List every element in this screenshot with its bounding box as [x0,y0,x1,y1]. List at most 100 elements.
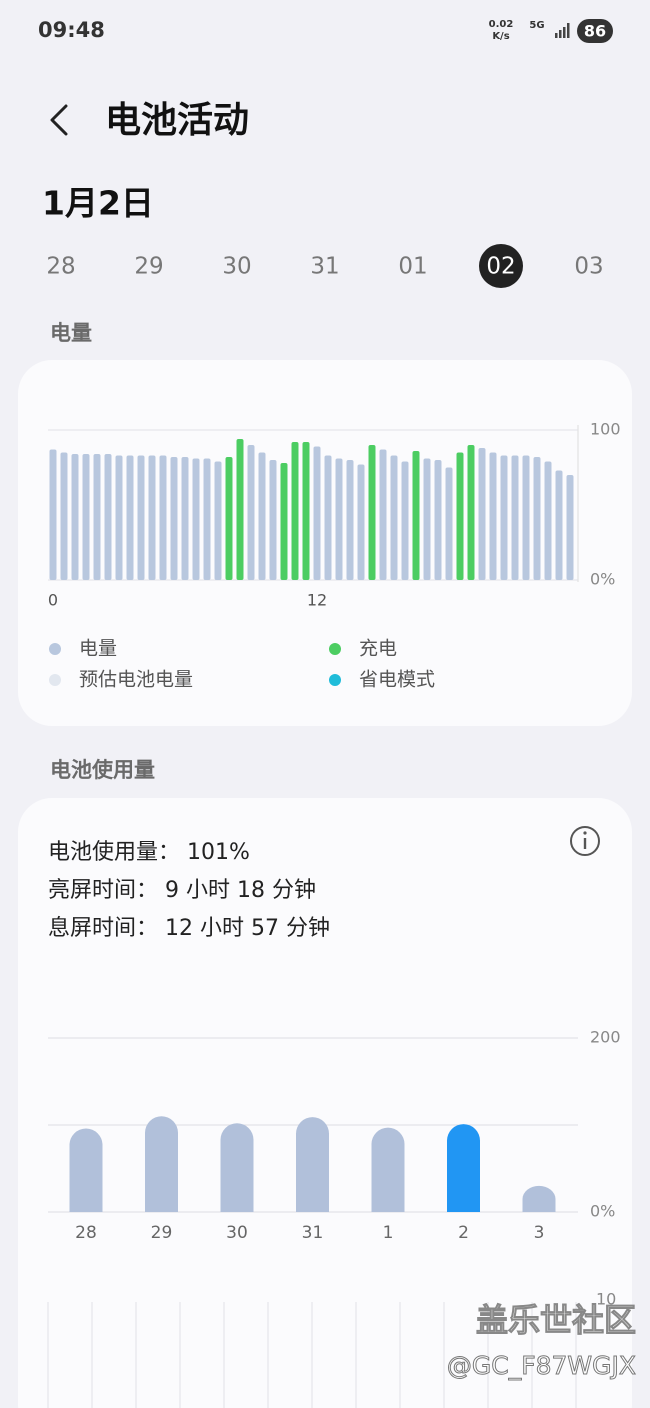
bar [145,1116,178,1212]
legend-swatch [329,643,341,655]
legend-swatch [49,674,61,686]
bar [467,445,475,580]
bar [379,449,387,580]
summary-line: 亮屏时间： 9 小时 18 分钟 [48,878,316,903]
watermark: @GC_F87WGJX [447,1351,636,1380]
info-button[interactable] [570,826,600,856]
selected-day [479,244,523,288]
bar [291,442,299,580]
bar [104,454,112,580]
section-title: 电池使用量 [50,758,155,782]
bar [522,1185,556,1212]
summary-line: 息屏时间： 12 小时 57 分钟 [48,916,330,941]
watermark: 盖乐世社区 [476,1301,636,1339]
bar [280,463,288,580]
net-unit: K/s [492,31,509,42]
bar [220,1123,254,1212]
day[interactable]: 01 [398,254,427,280]
status-time: 09:48 [38,18,105,42]
bar [533,457,541,580]
bar [324,455,332,580]
day[interactable]: 31 [310,254,339,280]
x-tick-label: 2 [458,1223,469,1243]
y-tick-label: 0% [590,1202,615,1221]
day[interactable]: 30 [222,254,251,280]
bar [170,457,178,580]
bar [192,458,200,580]
day-selector: 28 29 30 31 01 02 03 [46,244,604,288]
bar [203,458,211,580]
legend-swatch [329,674,341,686]
bar [445,467,453,580]
legend-label: 电量 [79,638,117,660]
back-button[interactable] [50,104,68,136]
bar [412,451,420,580]
y-tick-label: 100 [590,420,621,439]
day[interactable]: 03 [574,254,603,280]
legend-label: 充电 [359,638,397,660]
signal-icon [555,23,570,38]
bar [313,446,321,580]
bar [489,452,497,580]
battery-pill [577,19,613,43]
bar [401,461,409,580]
bar [335,458,343,580]
section-title: 电量 [50,321,92,345]
bar [225,457,233,580]
hourly-chart: 10 [47,1290,616,1408]
bar [566,475,574,580]
x-tick-label: 3 [534,1223,545,1243]
y-tick-label: 10 [596,1290,616,1309]
card [18,798,632,1408]
bar [434,460,442,580]
legend-label: 省电模式 [359,669,435,691]
bar [423,458,431,580]
bar [236,439,244,580]
page-title: 电池活动 [105,100,249,141]
day[interactable]: 29 [134,254,163,280]
summary-line: 电池使用量： 101% [48,840,250,865]
bar [544,461,552,580]
bar [478,448,486,580]
bar [269,460,277,580]
bar [368,445,376,580]
bar [555,470,563,580]
bar [49,449,57,580]
bar [258,452,266,580]
bar [71,454,79,580]
bar [371,1127,405,1212]
usage-chart: 0% 200 28 29 30 31 1 2 3 [48,1028,621,1243]
x-tick-label: 0 [48,591,58,610]
bar [214,461,222,580]
bar [296,1117,329,1212]
bar [82,454,90,580]
y-tick-label: 0% [590,570,615,589]
bar [456,452,464,580]
bar [137,455,145,580]
bar [346,460,354,580]
x-tick-label: 30 [226,1223,248,1243]
day[interactable]: 28 [46,254,75,280]
x-tick-label: 12 [307,591,327,610]
bar [247,445,255,580]
legend-label: 预估电池电量 [79,669,193,691]
bar [126,455,134,580]
bar [302,442,310,580]
battery-level: 86 [584,22,606,41]
legend-swatch [49,643,61,655]
bar [181,457,189,580]
bar [148,455,156,580]
y-tick-label: 200 [590,1028,621,1047]
bar [93,454,101,580]
bar [500,455,508,580]
bar [115,455,123,580]
network: 5G [529,20,544,31]
bar [511,455,519,580]
x-tick-label: 28 [75,1223,97,1243]
bar [60,452,68,580]
bar [357,464,365,580]
day[interactable]: 02 [486,254,515,280]
